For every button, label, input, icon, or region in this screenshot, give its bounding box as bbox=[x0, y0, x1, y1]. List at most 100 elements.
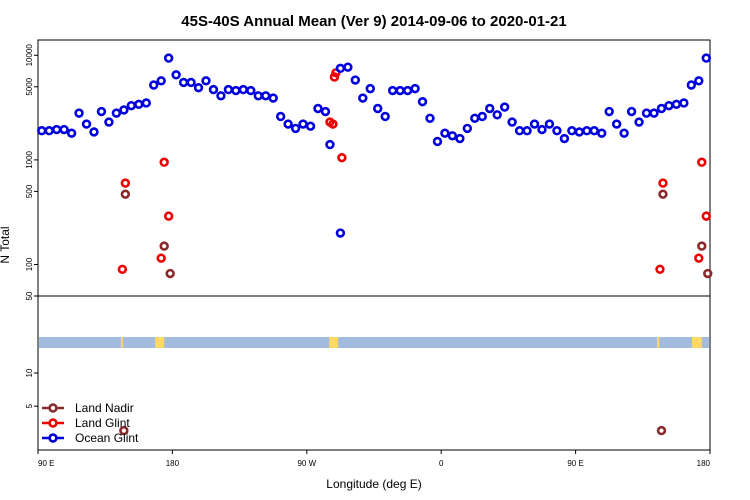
surface-band bbox=[39, 337, 709, 348]
point-ocean-glint-0 bbox=[37, 126, 47, 136]
point-ocean-glint-2 bbox=[51, 124, 62, 135]
x-tick-label-5: 180 bbox=[697, 459, 711, 468]
point-land-nadir-3 bbox=[165, 268, 175, 279]
point-ocean-glint-84 bbox=[656, 103, 667, 114]
point-ocean-glint-6 bbox=[81, 119, 92, 129]
point-ocean-glint-80 bbox=[626, 106, 637, 117]
point-ocean-glint-56 bbox=[447, 131, 458, 141]
point-ocean-glint-31 bbox=[268, 93, 278, 103]
point-ocean-glint-21 bbox=[193, 82, 204, 93]
x-axis-label: Longitude (deg E) bbox=[326, 477, 421, 491]
point-ocean-glint-40 bbox=[335, 228, 346, 238]
point-land-glint-3 bbox=[159, 157, 169, 167]
point-ocean-glint-41 bbox=[335, 63, 346, 74]
point-land-glint-2 bbox=[156, 253, 166, 263]
point-ocean-glint-85 bbox=[664, 100, 674, 111]
point-land-glint-14 bbox=[701, 211, 711, 221]
y-tick-label-lower-1: 10 bbox=[25, 368, 34, 377]
point-ocean-glint-78 bbox=[611, 119, 622, 129]
legend-marker-2 bbox=[48, 433, 58, 443]
legend-label-2: Ocean Glint bbox=[75, 431, 139, 445]
point-ocean-glint-50 bbox=[402, 85, 413, 96]
point-ocean-glint-68 bbox=[537, 124, 547, 135]
point-ocean-glint-70 bbox=[552, 126, 562, 136]
point-ocean-glint-59 bbox=[470, 113, 480, 123]
point-ocean-glint-88 bbox=[686, 80, 697, 90]
point-ocean-glint-89 bbox=[694, 76, 704, 86]
point-ocean-glint-27 bbox=[238, 84, 249, 95]
point-ocean-glint-17 bbox=[163, 53, 174, 63]
point-ocean-glint-29 bbox=[253, 91, 263, 101]
point-ocean-glint-53 bbox=[425, 113, 435, 123]
point-ocean-glint-26 bbox=[231, 85, 241, 96]
point-land-glint-0 bbox=[117, 264, 128, 274]
point-ocean-glint-61 bbox=[485, 103, 495, 114]
point-ocean-glint-39 bbox=[325, 139, 335, 150]
point-ocean-glint-62 bbox=[492, 110, 502, 120]
point-ocean-glint-58 bbox=[462, 123, 473, 134]
point-land-glint-1 bbox=[120, 178, 131, 188]
point-ocean-glint-87 bbox=[679, 98, 689, 108]
point-ocean-glint-75 bbox=[589, 126, 599, 136]
point-ocean-glint-25 bbox=[223, 84, 234, 95]
point-ocean-glint-24 bbox=[216, 91, 226, 101]
point-ocean-glint-36 bbox=[305, 121, 316, 131]
y-tick-label-upper-1: 100 bbox=[25, 257, 34, 271]
point-land-nadir-5 bbox=[656, 425, 667, 436]
point-ocean-glint-7 bbox=[89, 127, 99, 137]
point-ocean-glint-81 bbox=[634, 117, 644, 127]
point-ocean-glint-54 bbox=[432, 136, 443, 147]
point-ocean-glint-76 bbox=[597, 128, 607, 138]
point-ocean-glint-55 bbox=[440, 128, 450, 138]
point-ocean-glint-73 bbox=[574, 127, 585, 137]
point-ocean-glint-74 bbox=[582, 126, 592, 136]
point-ocean-glint-19 bbox=[178, 77, 189, 88]
point-land-glint-13 bbox=[697, 157, 707, 167]
point-ocean-glint-49 bbox=[395, 85, 405, 96]
point-land-nadir-0 bbox=[120, 189, 131, 199]
point-ocean-glint-57 bbox=[455, 133, 465, 144]
point-ocean-glint-83 bbox=[649, 108, 659, 118]
point-ocean-glint-64 bbox=[507, 117, 517, 127]
point-ocean-glint-63 bbox=[499, 102, 510, 112]
point-ocean-glint-22 bbox=[201, 76, 211, 86]
point-ocean-glint-38 bbox=[320, 106, 331, 117]
point-land-glint-9 bbox=[337, 152, 347, 163]
y-tick-label-upper-4: 5000 bbox=[25, 77, 34, 95]
point-ocean-glint-23 bbox=[208, 84, 219, 95]
point-ocean-glint-1 bbox=[44, 126, 54, 136]
point-ocean-glint-52 bbox=[417, 97, 428, 107]
point-land-nadir-1 bbox=[119, 425, 129, 436]
point-ocean-glint-11 bbox=[119, 105, 129, 115]
legend-marker-0 bbox=[48, 403, 58, 413]
point-ocean-glint-18 bbox=[171, 70, 181, 80]
point-ocean-glint-51 bbox=[410, 83, 420, 94]
y-tick-label-lower-0: 5 bbox=[25, 403, 34, 408]
point-ocean-glint-35 bbox=[298, 119, 308, 129]
point-ocean-glint-86 bbox=[671, 99, 682, 109]
plot-frame bbox=[37, 39, 711, 451]
point-ocean-glint-12 bbox=[126, 100, 137, 111]
point-land-nadir-7 bbox=[703, 268, 713, 279]
point-ocean-glint-16 bbox=[156, 76, 166, 86]
y-tick-label-upper-0: 50 bbox=[25, 291, 34, 300]
x-tick-label-4: 90 E bbox=[567, 459, 583, 468]
point-ocean-glint-32 bbox=[275, 111, 286, 122]
point-land-glint-6 bbox=[328, 119, 338, 129]
point-land-nadir-6 bbox=[697, 241, 707, 251]
band-land-0 bbox=[120, 337, 123, 348]
point-ocean-glint-79 bbox=[619, 128, 629, 138]
point-land-glint-11 bbox=[658, 178, 668, 188]
point-ocean-glint-82 bbox=[641, 108, 652, 118]
data-points bbox=[37, 53, 713, 436]
band-land-1 bbox=[155, 337, 165, 348]
point-land-nadir-2 bbox=[159, 241, 169, 251]
y-axis-upper: 50 100 500 1000 5000 10000 bbox=[25, 44, 38, 300]
y-axis-lower: 5 10 bbox=[25, 368, 38, 408]
y-axis-label: N Total bbox=[0, 226, 12, 263]
point-ocean-glint-4 bbox=[66, 128, 77, 138]
band-land-2 bbox=[329, 337, 339, 348]
point-ocean-glint-30 bbox=[261, 91, 271, 101]
point-ocean-glint-15 bbox=[149, 80, 159, 90]
